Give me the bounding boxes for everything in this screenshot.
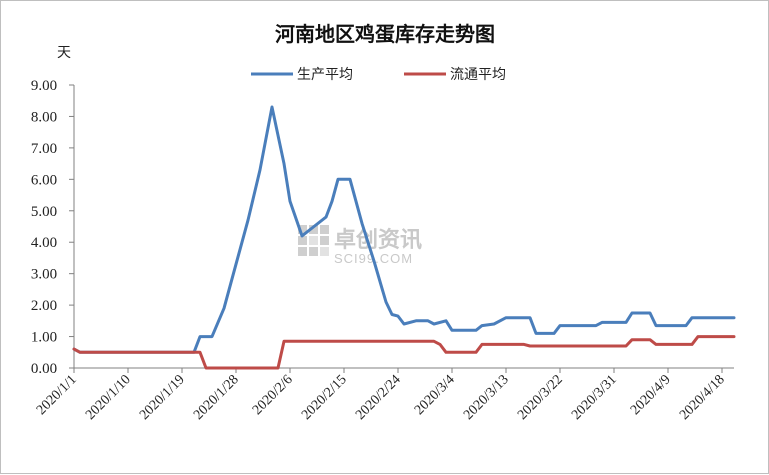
x-tick-label: 2020/1/19 xyxy=(137,372,188,423)
x-tick-label: 2020/2/24 xyxy=(353,372,404,423)
watermark-text: 卓创资讯 xyxy=(334,228,422,253)
x-tick-label: 2020/1/10 xyxy=(83,372,134,423)
x-tick-label: 2020/4/18 xyxy=(677,372,728,423)
watermark-logo-icon xyxy=(298,225,329,256)
watermark: 卓创资讯 SCI99.COM xyxy=(298,225,422,266)
x-tick-label: 2020/2/15 xyxy=(299,372,350,423)
x-tick-label: 2020/1/1 xyxy=(34,372,80,418)
series-line-2 xyxy=(72,335,736,370)
y-tick-label: 6.00 xyxy=(31,172,57,188)
x-tick-label: 2020/2/6 xyxy=(250,372,296,418)
legend: 生产平均 流通平均 xyxy=(251,67,506,83)
x-tick-label: 2020/3/13 xyxy=(461,372,512,423)
y-tick-label: 2.00 xyxy=(31,298,57,314)
y-tick-label: 1.00 xyxy=(31,330,57,346)
y-tick-label: 0.00 xyxy=(31,361,57,377)
x-tick-label: 2020/4/9 xyxy=(628,372,674,418)
y-axis-unit-label: 天 xyxy=(57,45,71,61)
y-tick-label: 4.00 xyxy=(31,235,57,251)
legend-label-2: 流通平均 xyxy=(450,67,506,83)
series-layer xyxy=(72,105,736,370)
y-tick-label: 7.00 xyxy=(31,141,57,157)
chart-title: 河南地区鸡蛋库存走势图 xyxy=(275,22,495,46)
series-line-1 xyxy=(72,105,736,354)
y-tick-label: 3.00 xyxy=(31,267,57,283)
x-tick-label: 2020/3/31 xyxy=(569,372,620,423)
legend-label-1: 生产平均 xyxy=(297,67,353,83)
y-tick-label: 9.00 xyxy=(31,78,57,94)
y-tick-label: 8.00 xyxy=(31,109,57,125)
x-tick-label: 2020/3/22 xyxy=(515,372,566,423)
x-tick-label: 2020/1/28 xyxy=(191,372,242,423)
y-tick-label: 5.00 xyxy=(31,204,57,220)
x-tick-label: 2020/3/4 xyxy=(412,372,458,418)
